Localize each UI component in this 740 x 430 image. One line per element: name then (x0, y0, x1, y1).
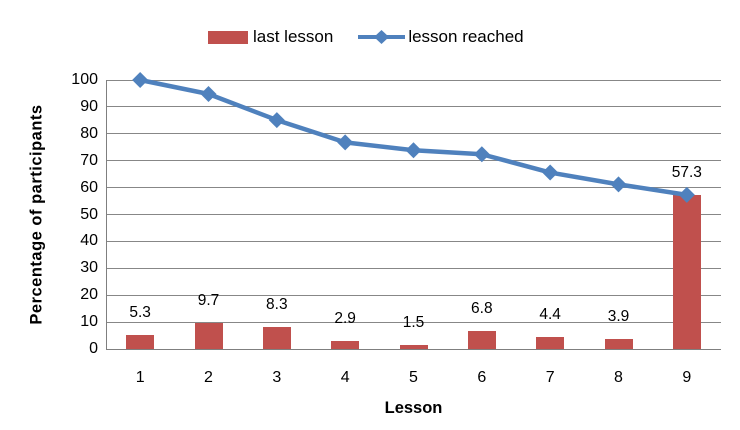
gridline (106, 160, 721, 162)
bar (467, 330, 496, 349)
x-tick-label: 5 (409, 369, 418, 386)
y-tick-label: 20 (80, 286, 98, 304)
y-tick-label: 30 (80, 259, 98, 277)
bar-data-label: 57.3 (671, 163, 702, 181)
legend: last lesson lesson reached (208, 27, 524, 47)
diamond-marker-icon (268, 112, 285, 129)
bar-data-label: 1.5 (402, 313, 425, 331)
gridline (106, 240, 721, 242)
bar (604, 338, 633, 349)
line-series-path (137, 77, 690, 198)
legend-label-last-lesson: last lesson (253, 27, 334, 46)
gridline (106, 294, 721, 296)
y-tick-label: 100 (71, 71, 98, 88)
bar (194, 322, 223, 349)
x-tick-label: 4 (340, 369, 350, 386)
line-series-swatch-icon (358, 28, 406, 46)
y-axis-line (106, 80, 107, 350)
y-tick-label: 70 (80, 151, 98, 169)
x-tick-label: 2 (204, 369, 213, 386)
bar (399, 344, 428, 349)
bar (262, 326, 291, 349)
bar-data-label: 6.8 (471, 299, 493, 317)
gridline (106, 106, 721, 108)
gridline (106, 214, 721, 215)
diamond-marker-icon (405, 142, 422, 159)
y-tick-label: 60 (80, 178, 98, 196)
bar (536, 337, 565, 349)
legend-item-last-lesson: last lesson (208, 27, 333, 47)
y-tick-label: 40 (80, 232, 98, 250)
legend-item-lesson-reached: lesson reached (358, 27, 524, 47)
x-tick-label: 7 (545, 369, 555, 386)
gridline (106, 187, 721, 189)
diamond-marker-icon (610, 176, 627, 193)
gridline (106, 321, 721, 323)
bar-data-label: 8.3 (266, 295, 288, 313)
bar (331, 341, 360, 349)
bar (126, 334, 155, 349)
diamond-marker-icon (200, 85, 217, 102)
x-tick-label: 1 (135, 369, 145, 386)
x-tick-label: 8 (614, 369, 623, 386)
bar-series-swatch-icon (208, 30, 248, 44)
y-tick-label: 80 (80, 124, 98, 142)
gridline (106, 267, 721, 269)
bar-data-label: 2.9 (334, 310, 356, 328)
bar-data-label: 4.4 (539, 306, 561, 324)
bar-data-label: 5.3 (129, 303, 151, 321)
y-tick-label: 10 (80, 313, 98, 331)
x-axis-title: Lesson (384, 399, 443, 417)
x-tick-label: 6 (477, 369, 487, 386)
legend-label-lesson-reached: lesson reached (408, 27, 524, 46)
diamond-marker-icon (542, 164, 559, 181)
y-tick-label: 90 (80, 97, 98, 115)
x-axis-line (106, 349, 721, 350)
bar-data-label: 3.9 (607, 307, 630, 325)
bar-data-label: 9.7 (197, 291, 220, 309)
bar (672, 194, 701, 349)
gridline (106, 79, 721, 81)
gridline (106, 133, 721, 135)
x-tick-label: 3 (272, 369, 282, 386)
y-tick-label: 50 (80, 205, 98, 223)
x-tick-label: 9 (682, 369, 692, 386)
y-tick-label: 0 (89, 340, 98, 357)
diamond-marker-icon (337, 134, 354, 151)
